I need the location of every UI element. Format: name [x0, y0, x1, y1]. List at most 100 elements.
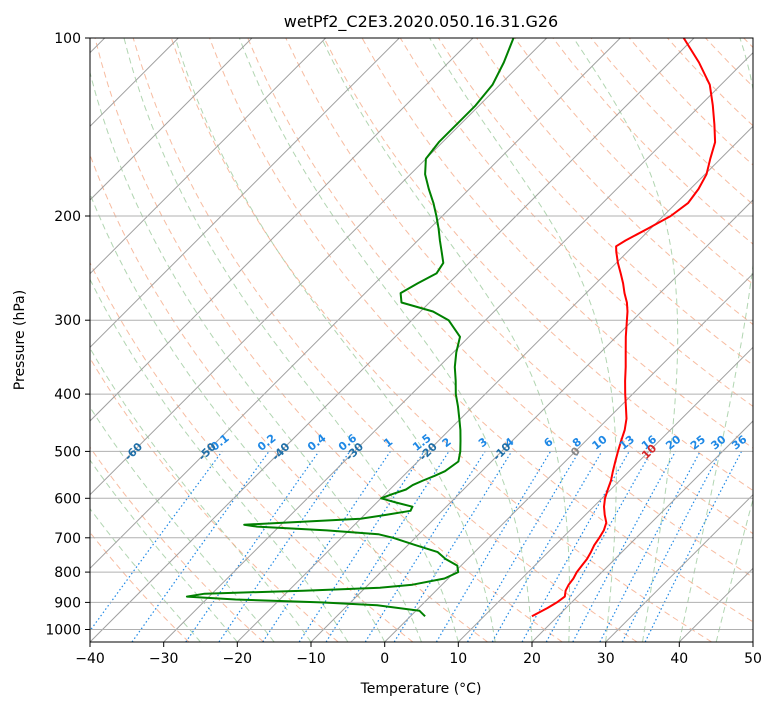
- isotherm-lines: [90, 38, 753, 642]
- isotherm-line: [384, 272, 753, 642]
- y-tick-label: 500: [54, 444, 81, 460]
- dry-adiabat-line: [209, 38, 753, 623]
- mixing-ratio-label: 1: [381, 435, 395, 450]
- mixing-ratio-label: 36: [729, 433, 749, 453]
- dry-adiabat-line: [323, 38, 753, 492]
- mixing-ratio-line: [599, 451, 701, 642]
- mixing-ratio-line: [621, 451, 722, 642]
- mixing-ratio-line: [90, 451, 223, 632]
- moist-adiabat-line: [573, 38, 679, 642]
- isotherm-line: [531, 420, 753, 642]
- y-tick-label: 700: [54, 531, 81, 547]
- x-tick-label: 40: [670, 651, 688, 667]
- y-tick-label: 400: [54, 387, 81, 403]
- y-tick-label: 900: [54, 595, 81, 611]
- isotherm-line: [310, 199, 753, 642]
- y-axis: 100 200 300 400 500 600 700 800 900 1000: [45, 31, 90, 639]
- moist-adiabat-line: [321, 38, 571, 642]
- dry-adiabat-line: [90, 261, 414, 642]
- isotherm-line: [752, 641, 753, 642]
- isotherm-line: [90, 38, 474, 422]
- y-tick-label: 100: [54, 31, 81, 47]
- chart-title: wetPf2_C2E3.2020.050.16.31.G26: [284, 12, 558, 32]
- y-tick-label: 300: [54, 313, 81, 329]
- x-tick-label: −30: [149, 651, 179, 667]
- mixing-ratio-label: 30: [709, 433, 729, 453]
- moist-adiabat-line: [90, 507, 201, 642]
- x-axis: −40 −30 −20 −10 0 10 20 30 40 50: [75, 642, 762, 667]
- isotherm-line: [236, 125, 753, 642]
- moist-adiabat-line: [429, 38, 617, 642]
- pressure-gridlines: [90, 38, 753, 630]
- mixing-ratio-label: 25: [688, 433, 708, 453]
- dry-adiabat-line: [590, 38, 753, 206]
- moist-adiabat-line: [123, 38, 459, 642]
- dry-adiabat-line: [552, 38, 753, 245]
- mixing-ratio-lines: [90, 451, 743, 642]
- moist-adiabat-line: [90, 347, 312, 642]
- mixing-ratio-label: 3: [476, 435, 490, 450]
- moist-adiabat-line: [715, 497, 753, 642]
- mixing-ratio-label: 20: [663, 433, 683, 453]
- isotherm-line: [90, 38, 400, 349]
- isotherm-line: [605, 493, 753, 642]
- y-tick-label: 600: [54, 491, 81, 507]
- isotherm-line: [678, 567, 753, 642]
- mixing-ratio-line: [521, 451, 630, 642]
- mixing-ratio-line: [325, 451, 450, 642]
- x-tick-label: −20: [223, 651, 253, 667]
- mixing-ratio-line: [298, 451, 425, 642]
- dry-adiabat-line: [705, 38, 753, 88]
- dry-adiabat-line: [437, 38, 753, 366]
- y-tick-label: 1000: [45, 623, 81, 639]
- line-labels: 0.1 0.2 0.4 0.6 1 1.5 2 3 4 6 8 10 13 16 20 25 30 36-60 -5…: [122, 431, 750, 463]
- dry-adiabat-line: [132, 38, 638, 642]
- plot-frame: [89, 37, 754, 643]
- dry-adiabat-line: [247, 38, 753, 578]
- isotherm-line: [90, 38, 621, 570]
- moist-adiabats: [90, 38, 753, 642]
- mixing-ratio-line: [218, 451, 351, 642]
- isotherm-line: [90, 38, 548, 496]
- x-tick-label: −40: [75, 651, 105, 667]
- moist-adiabat-line: [174, 38, 496, 642]
- isotherm-line: [90, 38, 327, 275]
- y-tick-label: 800: [54, 565, 81, 581]
- moist-adiabat-line: [238, 38, 533, 642]
- mixing-ratio-line: [393, 451, 513, 642]
- temperature-series-line: [531, 38, 717, 618]
- x-axis-label: Temperature (°C): [360, 681, 482, 697]
- x-tick-label: 20: [523, 651, 541, 667]
- x-tick-label: 50: [744, 651, 762, 667]
- dry-adiabat-line: [514, 38, 753, 285]
- dry-adiabat-line: [94, 38, 563, 642]
- sounding-series: [185, 38, 717, 618]
- dry-adiabats: [90, 38, 753, 642]
- dry-adiabat-line: [90, 446, 264, 642]
- mixing-ratio-line: [572, 451, 677, 642]
- dry-adiabat-line: [667, 38, 753, 127]
- mixing-ratio-line: [435, 451, 552, 642]
- dry-adiabat-line: [170, 38, 712, 642]
- dry-adiabat-line: [476, 38, 753, 326]
- moist-adiabat-line: [678, 38, 753, 642]
- moist-adiabat-line: [90, 278, 349, 642]
- mixing-ratio-line: [545, 451, 652, 642]
- dry-adiabat-line: [90, 531, 190, 642]
- dry-adiabat-line: [90, 153, 488, 642]
- isotherm-line: [163, 51, 753, 642]
- moist-adiabat-line: [90, 406, 275, 642]
- moist-adiabat-line: [90, 70, 422, 642]
- moist-adiabat-line: [90, 459, 238, 642]
- mixing-ratio-line: [466, 451, 580, 642]
- mixing-ratio-line: [185, 451, 320, 642]
- mixing-ratio-line: [262, 451, 391, 642]
- dry-adiabat-line: [743, 38, 753, 49]
- x-tick-label: 0: [380, 651, 389, 667]
- dewpoint-series-line: [185, 38, 515, 618]
- x-tick-label: −10: [296, 651, 326, 667]
- mixing-ratio-line: [644, 451, 743, 642]
- mixing-ratio-label: 13: [617, 433, 637, 453]
- isotherm-line: [90, 38, 695, 642]
